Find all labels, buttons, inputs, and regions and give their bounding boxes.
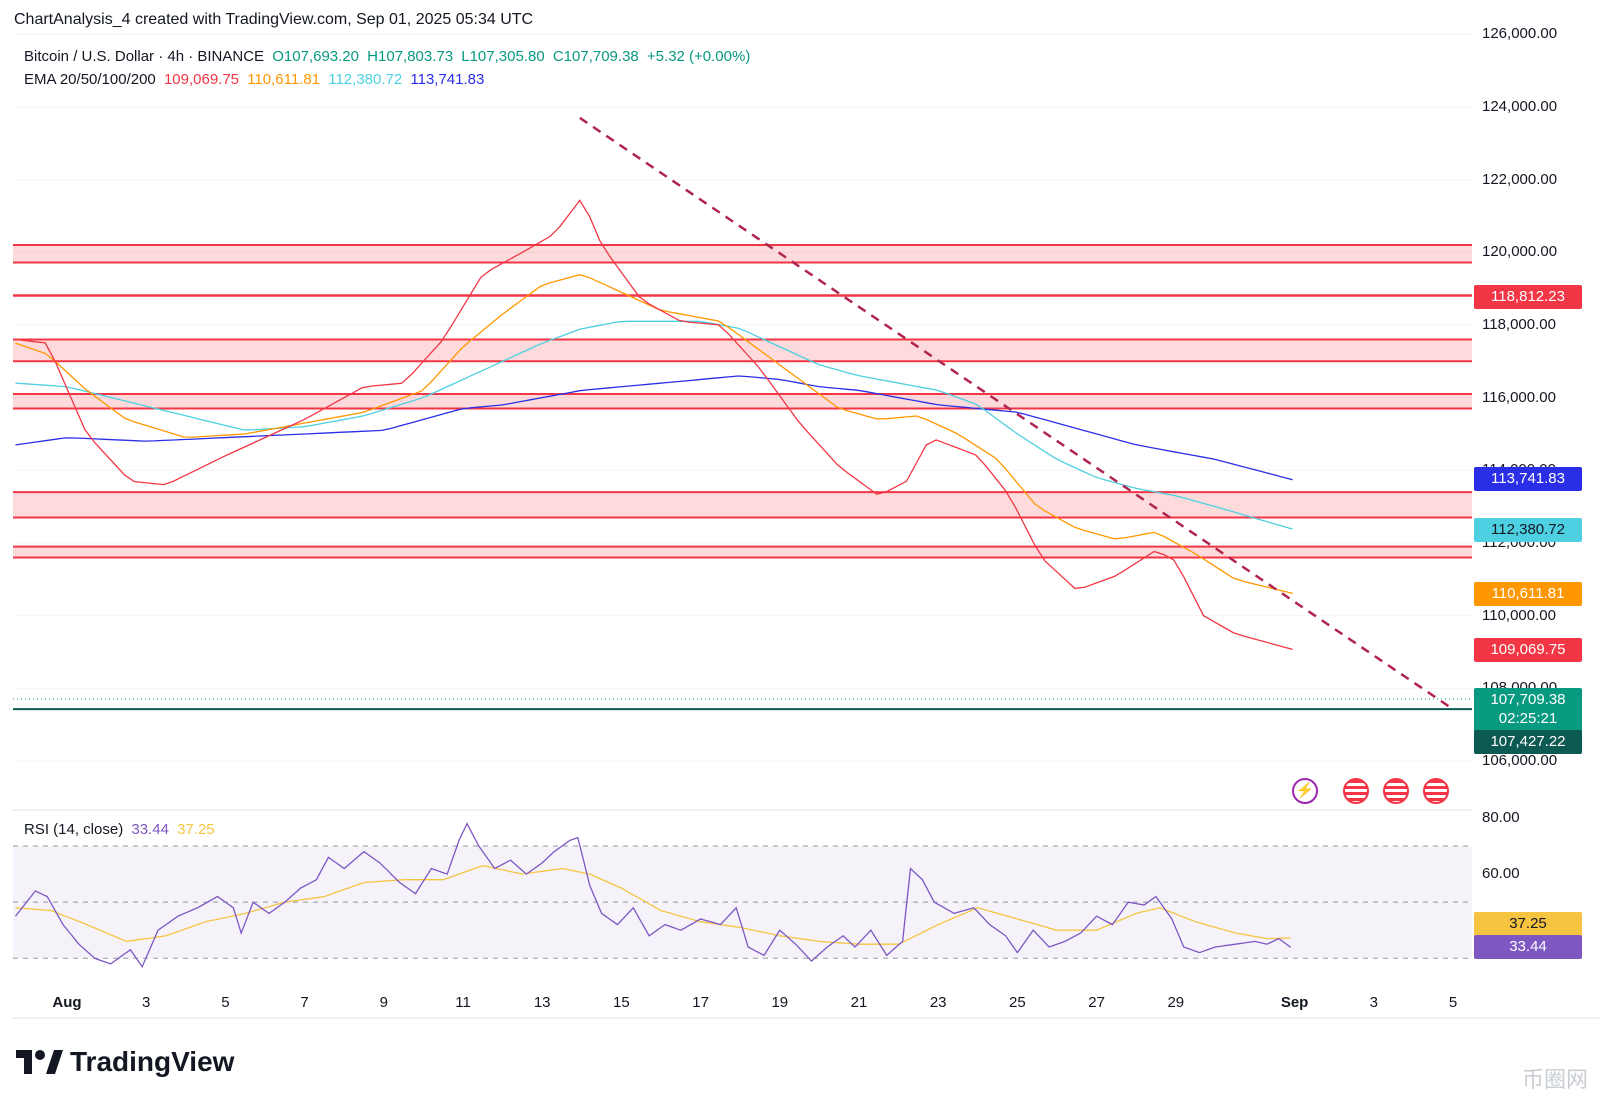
us-flag-event-icon[interactable] [1383,778,1409,804]
ema200-price-label: 113,741.83 [1474,467,1582,491]
ema-legend: EMA 20/50/100/200 109,069.75 110,611.81 … [24,71,488,88]
price-tick-label: 122,000.00 [1482,170,1558,188]
rsi-legend: RSI (14, close) 33.44 37.25 [24,821,219,838]
close-value: C107,709.38 [552,48,639,65]
time-tick-label: 5 [1448,994,1458,1011]
time-tick-label: 17 [692,994,709,1011]
open-value: O107,693.20 [272,48,359,65]
ema100-value: 112,380.72 [328,71,403,88]
time-tick-label: 9 [379,994,388,1011]
brand-name: TradingView [70,1046,235,1077]
time-tick-label: 5 [221,994,230,1011]
time-tick-label: 7 [300,994,309,1011]
tradingview-logo[interactable]: TradingView [16,1046,234,1078]
resistance-zone [13,245,1472,263]
resistance-zone [13,546,1472,558]
us-flag-event-icon[interactable] [1343,778,1369,804]
ema100-price-label: 112,380.72 [1474,518,1582,542]
ema200-line [15,375,1293,481]
time-tick-label: Aug [52,994,82,1011]
chart-header: ChartAnalysis_4 created with TradingView… [14,11,534,28]
price-tick-label: 118,000.00 [1482,315,1556,333]
rsi-ma-price-label: 37.25 [1474,912,1582,936]
rsi-tick-label: 60.00 [1482,865,1520,883]
time-tick-label: Sep [1280,994,1309,1011]
rsi-label[interactable]: RSI (14, close) [24,821,124,838]
time-tick-label: 11 [455,994,471,1011]
price-tick-label: 124,000.00 [1482,98,1558,115]
time-tick-label: 21 [850,994,868,1011]
price-tick-label: 106,000.00 [1482,751,1558,769]
price-tick-label: 116,000.00 [1482,388,1556,406]
ema20-line [15,199,1293,651]
symbol-label[interactable]: Bitcoin / U.S. Dollar · 4h · BINANCE [24,48,265,65]
price-pane [13,34,1472,804]
time-tick-label: 3 [142,994,151,1011]
rsi-value: 33.44 [131,821,169,838]
time-tick-label: 27 [1088,994,1105,1011]
ema100-line [15,320,1293,530]
ema20-value: 109,069.75 [163,71,240,88]
time-tick-label: 29 [1167,994,1185,1011]
lightning-event-icon[interactable]: ⚡ [1292,778,1318,804]
ohlc-legend: Bitcoin / U.S. Dollar · 4h · BINANCE O10… [24,48,754,65]
resistance-zone [13,492,1472,518]
bar-countdown: 02:25:21 [1498,710,1558,727]
support-price-label: 107,427.22 [1474,730,1582,754]
time-tick-label: 23 [929,994,947,1011]
watermark: 币圈网 [1521,1067,1588,1092]
us-flag-event-icon[interactable] [1423,778,1449,804]
time-tick-label: 19 [771,994,789,1011]
ema50-value: 110,611.81 [247,71,321,88]
ema50-price-label: 110,611.81 [1474,582,1582,606]
rsi-price-label: 33.44 [1474,935,1582,959]
resistance-price-label: 118,812.23 [1474,285,1582,309]
ema-label[interactable]: EMA 20/50/100/200 [24,71,156,88]
rsi-ma-value: 37.25 [177,821,215,838]
time-tick-label: 13 [533,994,551,1011]
price-tick-label: 110,000.00 [1482,606,1556,624]
price-tick-label: 120,000.00 [1482,243,1558,261]
price-tick-label: 126,000.00 [1482,25,1558,43]
tradingview-logo-icon [16,1050,63,1074]
change-value: +5.32 (+0.00%) [646,48,751,65]
resistance-zone [13,394,1472,409]
rsi-ma-line [15,865,1291,945]
low-value: L107,305.80 [461,48,545,65]
time-tick-label: 15 [613,994,630,1011]
ema200-value: 113,741.83 [410,71,485,88]
resistance-zone [13,339,1472,362]
time-tick-label: 25 [1009,994,1026,1011]
rsi-line [14,822,1291,969]
last-price-label: 107,709.38 02:25:21 [1474,688,1582,734]
ema20-price-label: 109,069.75 [1474,638,1582,662]
time-tick-label: 3 [1369,994,1378,1011]
last-price-value: 107,709.38 [1490,691,1566,708]
high-value: H107,803.73 [367,48,454,65]
rsi-tick-label: 80.00 [1482,809,1520,826]
